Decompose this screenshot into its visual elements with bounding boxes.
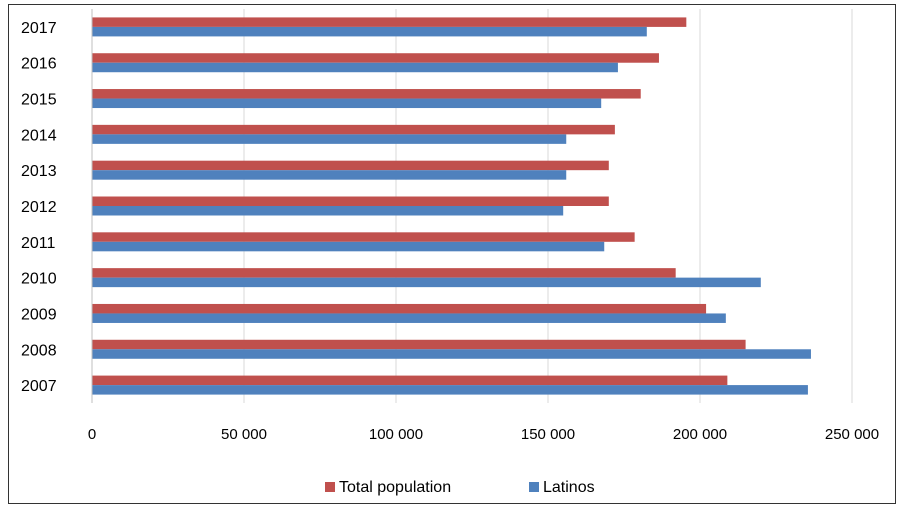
y-category-label: 2007 bbox=[21, 378, 57, 395]
y-category-label: 2012 bbox=[21, 199, 57, 216]
chart-frame: 0 50 000 100 000 150 000 200 000 250 000 2007 2… bbox=[8, 4, 896, 504]
bars bbox=[92, 17, 811, 395]
legend-item-total-population: Total population bbox=[325, 479, 451, 496]
x-tick-label: 0 bbox=[88, 426, 96, 443]
bar-latinos-2017 bbox=[92, 26, 647, 37]
bar-latinos-2016 bbox=[92, 62, 618, 73]
bar-latinos-2013 bbox=[92, 170, 567, 180]
legend-label: Total population bbox=[339, 479, 451, 496]
y-category-label: 2017 bbox=[21, 20, 57, 37]
population-bar-chart: 0 50 000 100 000 150 000 200 000 250 000 2007 2… bbox=[21, 9, 879, 496]
bar-total-population-2009 bbox=[92, 303, 707, 314]
legend: Total population Latinos bbox=[325, 479, 595, 496]
bar-latinos-2015 bbox=[92, 98, 602, 109]
bar-total-population-2012 bbox=[92, 196, 609, 206]
y-category-label: 2014 bbox=[21, 127, 57, 144]
y-category-label: 2011 bbox=[21, 235, 56, 252]
bar-total-population-2014 bbox=[92, 124, 615, 135]
bar-latinos-2011 bbox=[92, 241, 605, 252]
bar-total-population-2011 bbox=[92, 232, 635, 242]
x-tick-label: 250 000 bbox=[825, 426, 879, 443]
legend-swatch bbox=[529, 482, 539, 492]
y-category-label: 2016 bbox=[21, 56, 57, 73]
legend-swatch bbox=[325, 482, 335, 492]
bar-latinos-2009 bbox=[92, 313, 726, 323]
x-tick-label: 200 000 bbox=[673, 426, 727, 443]
bar-total-population-2016 bbox=[92, 53, 659, 63]
y-category-label: 2015 bbox=[21, 92, 57, 109]
x-tick-label: 100 000 bbox=[369, 426, 423, 443]
bar-latinos-2010 bbox=[92, 277, 761, 288]
bar-total-population-2007 bbox=[92, 375, 728, 386]
bar-latinos-2012 bbox=[92, 206, 564, 216]
bar-latinos-2007 bbox=[92, 385, 808, 395]
bar-total-population-2013 bbox=[92, 160, 609, 171]
bar-total-population-2008 bbox=[92, 339, 746, 350]
legend-label: Latinos bbox=[543, 479, 595, 496]
axes: 0 50 000 100 000 150 000 200 000 250 000 2007 2… bbox=[21, 9, 879, 443]
bar-total-population-2015 bbox=[92, 89, 641, 99]
bar-total-population-2017 bbox=[92, 17, 687, 27]
y-category-label: 2009 bbox=[21, 306, 57, 323]
y-category-label: 2013 bbox=[21, 163, 57, 180]
y-category-label: 2008 bbox=[21, 342, 57, 359]
y-category-label: 2010 bbox=[21, 271, 57, 288]
bar-latinos-2008 bbox=[92, 349, 811, 359]
legend-item-latinos: Latinos bbox=[529, 479, 595, 496]
x-tick-label: 50 000 bbox=[221, 426, 267, 443]
x-tick-label: 150 000 bbox=[521, 426, 575, 443]
bar-total-population-2010 bbox=[92, 268, 676, 278]
bar-latinos-2014 bbox=[92, 134, 567, 144]
